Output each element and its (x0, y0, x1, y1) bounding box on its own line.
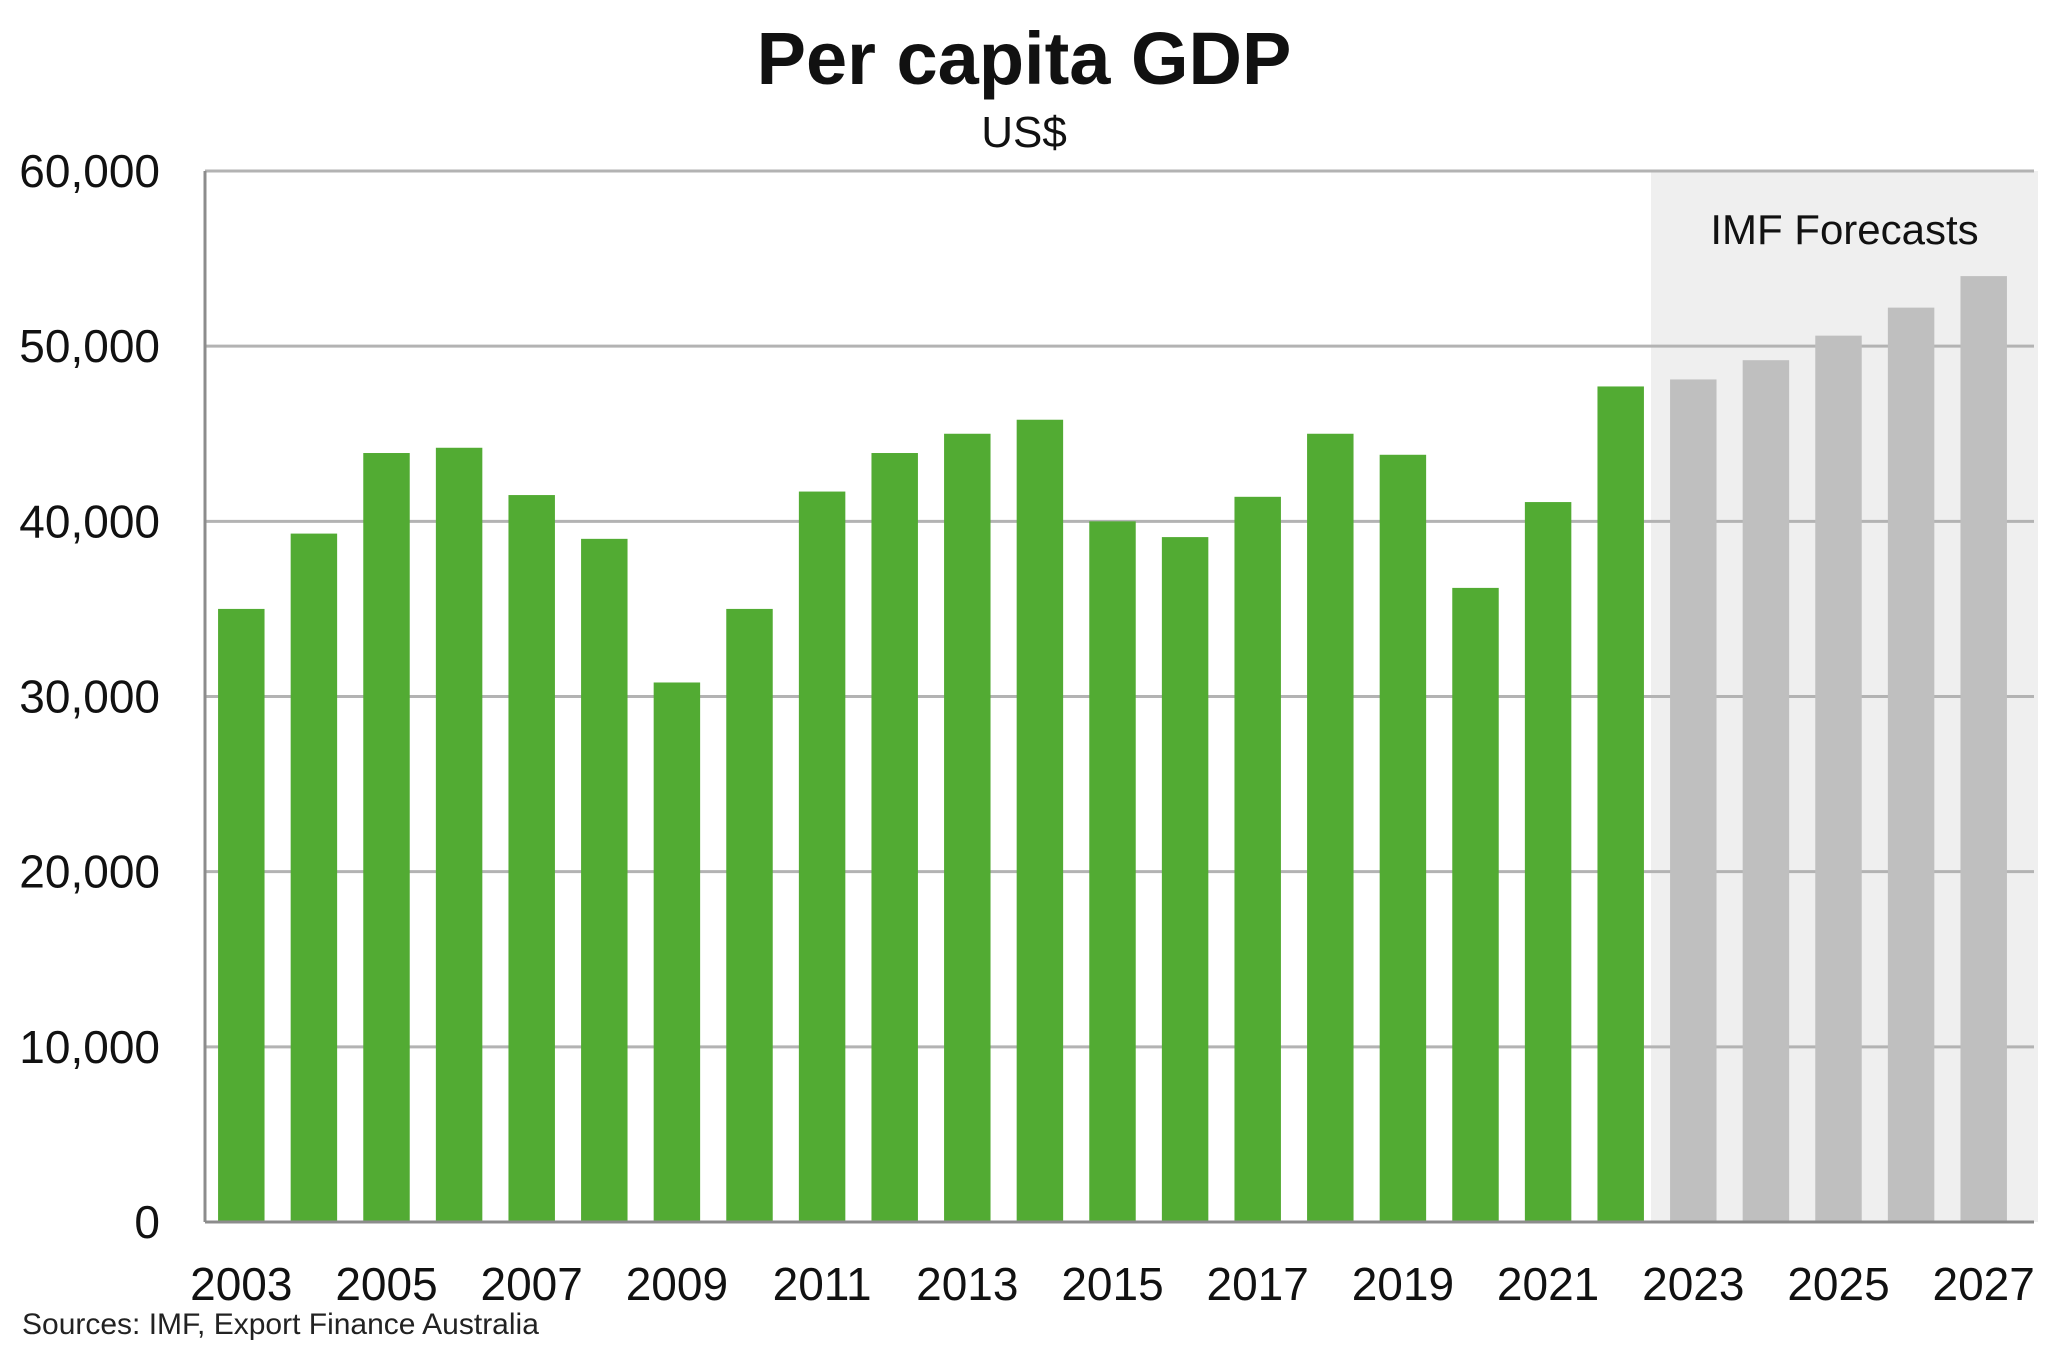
x-tick-label: 2007 (481, 1258, 583, 1310)
forecast-label: IMF Forecasts (1710, 206, 1978, 253)
x-tick-label: 2011 (773, 1258, 872, 1310)
x-tick-label: 2019 (1352, 1258, 1454, 1310)
x-tick-label: 2003 (190, 1258, 292, 1310)
x-tick-label: 2009 (626, 1258, 728, 1310)
bar-2024 (1742, 360, 1790, 1222)
bar-2025 (1815, 335, 1862, 1222)
y-tick-label: 60,000 (19, 145, 160, 197)
x-tick-label: 2027 (1933, 1258, 2035, 1310)
y-tick-label: 50,000 (19, 320, 160, 372)
y-tick-label: 40,000 (19, 495, 160, 547)
chart-title: Per capita GDP (756, 17, 1292, 100)
bar-2014 (1016, 419, 1064, 1222)
bar-2004 (290, 533, 338, 1222)
x-tick-label: 2017 (1207, 1258, 1309, 1310)
bar-2007 (508, 495, 555, 1222)
x-tick-label: 2013 (916, 1258, 1018, 1310)
bar-2015 (1089, 521, 1136, 1222)
bar-2006 (435, 447, 483, 1223)
source-note: Sources: IMF, Export Finance Australia (22, 1308, 539, 1341)
bar-2027 (1960, 276, 2007, 1223)
chart-subtitle: US$ (981, 108, 1067, 157)
bars (218, 276, 2007, 1223)
x-tick-label: 2015 (1061, 1258, 1163, 1310)
y-tick-label: 10,000 (19, 1021, 160, 1073)
bar-2009 (653, 682, 701, 1222)
x-tick-label: 2023 (1642, 1258, 1744, 1310)
x-tick-labels: 2003 2005 2007 2009 2011 2013 2015 2017 2019 2021… (190, 1258, 2035, 1310)
bar-2022 (1597, 386, 1644, 1223)
bar-2012 (871, 453, 918, 1223)
bar-2013 (944, 433, 991, 1222)
bar-2008 (581, 538, 628, 1222)
axes (203, 171, 2034, 1224)
y-tick-label: 0 (134, 1196, 160, 1248)
y-tick-label: 20,000 (19, 846, 160, 898)
bar-2019 (1379, 454, 1427, 1222)
bar-2011 (798, 491, 846, 1222)
x-tick-label: 2025 (1787, 1258, 1889, 1310)
y-tick-label: 30,000 (19, 671, 160, 723)
x-tick-label: 2005 (335, 1258, 437, 1310)
y-tick-labels: 0 10,000 20,000 30,000 40,000 50,000 60,000 (19, 145, 160, 1248)
x-tick-label: 2021 (1497, 1258, 1599, 1310)
bar-2005 (363, 453, 410, 1223)
bar-2023 (1670, 379, 1717, 1222)
bar-2020 (1452, 587, 1499, 1222)
bar-2018 (1307, 433, 1354, 1222)
bar-2026 (1887, 307, 1935, 1222)
bar-2016 (1161, 537, 1209, 1222)
bar-2003 (218, 608, 265, 1222)
bar-2010 (726, 608, 773, 1222)
bar-2021 (1524, 502, 1572, 1222)
bar-2017 (1234, 496, 1281, 1222)
